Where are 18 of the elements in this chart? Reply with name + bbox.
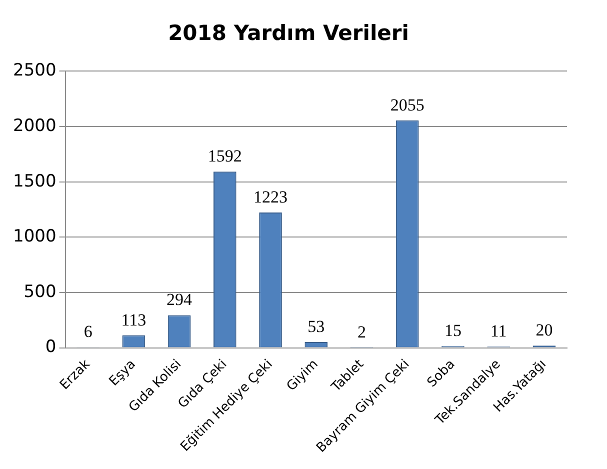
data-label: 113 (121, 310, 146, 330)
y-tick-label: 500 (24, 282, 56, 302)
data-label: 1592 (208, 146, 242, 166)
data-label: 294 (166, 290, 193, 310)
y-tick-label: 2000 (13, 116, 56, 136)
data-label: 2 (357, 322, 366, 342)
data-label: 2055 (390, 95, 424, 114)
data-label: 11 (490, 322, 507, 341)
y-tick-label: 1500 (13, 171, 56, 192)
chart-title: 2018 Yardım Verileri (168, 21, 409, 46)
data-label: 6 (84, 322, 92, 342)
data-label: 15 (444, 321, 462, 340)
y-tick-label: 1000 (13, 226, 56, 247)
data-label: 20 (536, 320, 553, 340)
y-tick-label: 2500 (13, 60, 56, 81)
data-label: 1223 (254, 187, 288, 206)
y-tick-label: 0 (45, 337, 56, 358)
data-label: 53 (308, 316, 325, 336)
